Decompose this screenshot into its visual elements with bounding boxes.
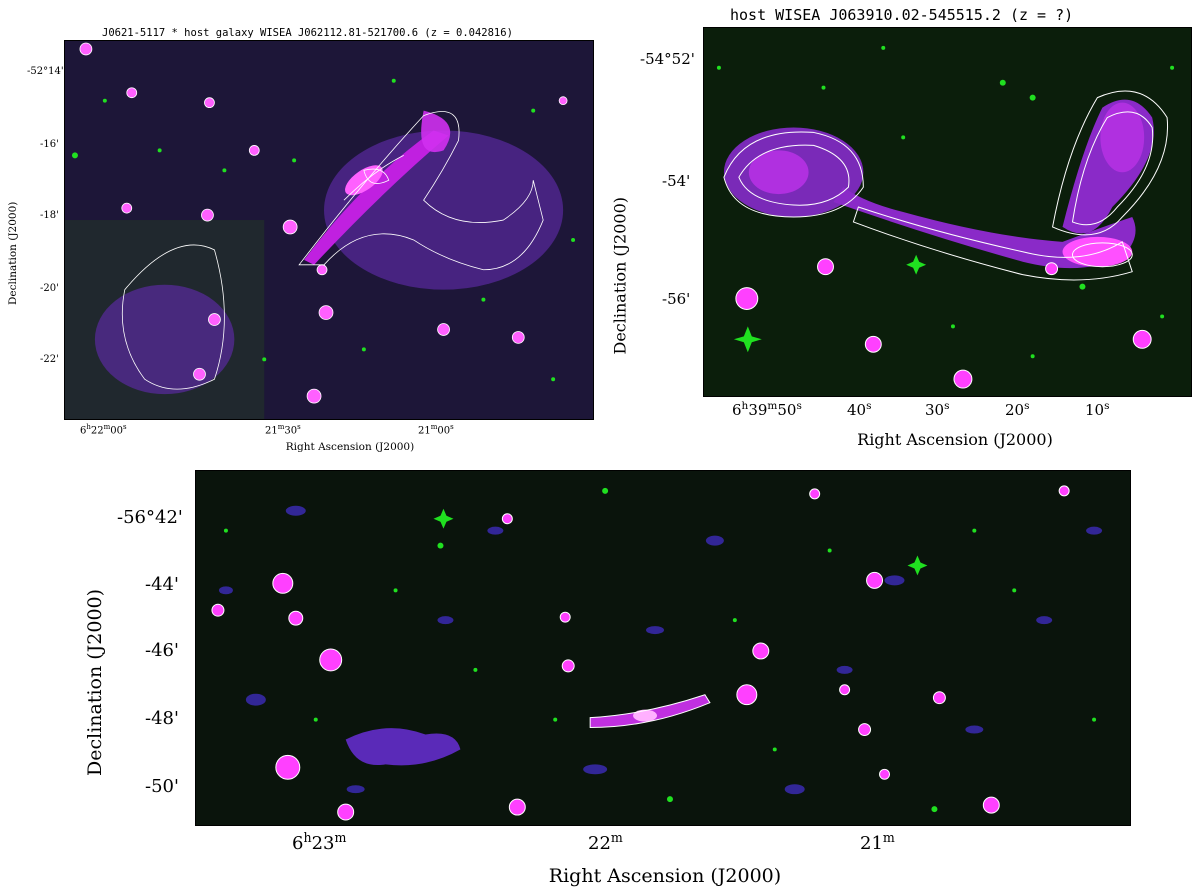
panel-1-ytick-0: -52°14' bbox=[27, 66, 64, 77]
panel-1-ytick-4: -22' bbox=[40, 354, 59, 365]
panel-2-xtick-0: 6h39m50s bbox=[732, 400, 802, 419]
panel-3-xlabel: Right Ascension (J2000) bbox=[548, 865, 782, 887]
panel-1-image bbox=[64, 40, 594, 420]
panel-2-ylabel: Declination (J2000) bbox=[610, 196, 630, 355]
panel-1-ytick-1: -16' bbox=[40, 139, 59, 150]
panel-3-xtick-2: 21m bbox=[860, 830, 895, 854]
panel-1-xtick-1: 21m30s bbox=[265, 423, 301, 437]
panel-2-xtick-3: 20s bbox=[1005, 400, 1030, 419]
panel-2-ytick-0: -54°52' bbox=[640, 50, 695, 68]
panel-1-radio-overlay bbox=[65, 41, 593, 419]
panel-3-ytick-2: -46' bbox=[145, 640, 179, 661]
panel-1-ylabel: Declination (J2000) bbox=[7, 201, 19, 305]
panel-3-ylabel: Declination (J2000) bbox=[84, 588, 106, 776]
panel-3-ytick-3: -48' bbox=[145, 708, 179, 729]
panel-3-ytick-1: -44' bbox=[145, 574, 179, 595]
panel-2-radio-overlay bbox=[704, 28, 1191, 396]
panel-2-xtick-4: 10s bbox=[1085, 400, 1110, 419]
panel-2-xlabel: Right Ascension (J2000) bbox=[857, 430, 1053, 449]
panel-1-ytick-2: -18' bbox=[40, 210, 59, 221]
panel-1-xtick-2: 21m00s bbox=[418, 423, 454, 437]
panel-2-xtick-1: 40s bbox=[847, 400, 872, 419]
panel-3-ytick-0: -56°42' bbox=[117, 507, 183, 528]
panel-1-xlabel: Right Ascension (J2000) bbox=[285, 441, 415, 453]
panel-2-title: host WISEA J063910.02-545515.2 (z = ?) bbox=[730, 6, 1074, 24]
panel-3-ytick-4: -50' bbox=[145, 776, 179, 797]
panel-3-radio-overlay bbox=[196, 471, 1130, 825]
panel-1-title: J0621-5117 * host galaxy WISEA J062112.8… bbox=[102, 27, 513, 39]
panel-3-image bbox=[195, 470, 1131, 826]
panel-2-image bbox=[703, 27, 1192, 397]
panel-1-xtick-0: 6h22m00s bbox=[80, 423, 127, 437]
panel-3-xtick-0: 6h23m bbox=[292, 830, 347, 854]
panel-2-xtick-2: 30s bbox=[925, 400, 950, 419]
panel-1-ytick-3: -20' bbox=[40, 283, 59, 294]
panel-2-ytick-1: -54' bbox=[662, 172, 691, 190]
panel-3-xtick-1: 22m bbox=[588, 830, 623, 854]
panel-2-ytick-2: -56' bbox=[662, 290, 691, 308]
